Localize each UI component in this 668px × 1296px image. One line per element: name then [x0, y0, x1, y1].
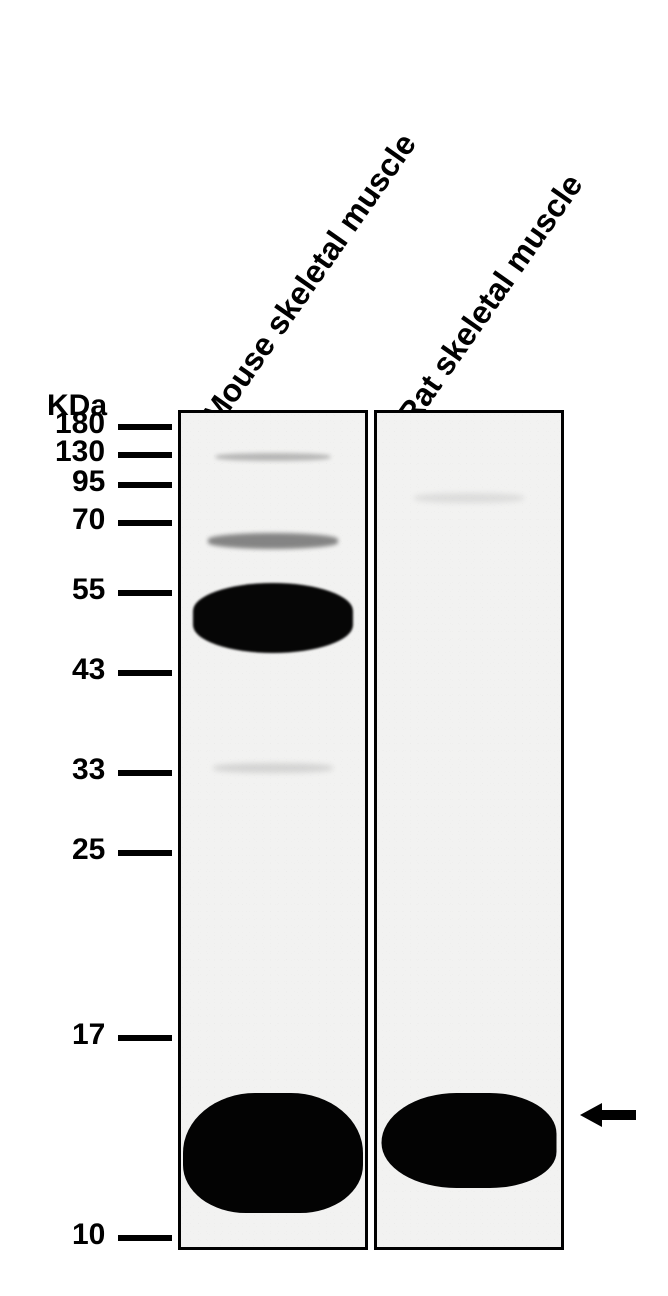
marker-label: 70: [72, 503, 105, 537]
marker-label: 55: [72, 573, 105, 607]
marker-tick: [118, 1235, 172, 1241]
marker-tick: [118, 520, 172, 526]
lane-mouse: [178, 410, 368, 1250]
lane-label-mouse: Mouse skeletal muscle: [195, 127, 424, 432]
band: [382, 1093, 557, 1188]
marker-label: 33: [72, 753, 105, 787]
marker-label: 130: [55, 435, 105, 469]
band: [208, 533, 338, 549]
marker-tick: [118, 850, 172, 856]
marker-tick: [118, 1035, 172, 1041]
marker-tick: [118, 670, 172, 676]
marker-tick: [118, 424, 172, 430]
marker-label: 43: [72, 653, 105, 687]
marker-tick: [118, 452, 172, 458]
marker-label: 95: [72, 465, 105, 499]
marker-label: 17: [72, 1018, 105, 1052]
marker-label: 10: [72, 1218, 105, 1252]
lane-label-rat: Rat skeletal muscle: [390, 167, 591, 432]
western-blot-figure: KDa 180 130 95 70 55 43 33 25 17 10 Mous: [0, 0, 668, 1296]
band: [414, 493, 524, 503]
band: [213, 763, 333, 773]
band: [193, 583, 353, 653]
arrow-icon: [580, 1100, 636, 1130]
lane-rat: [374, 410, 564, 1250]
marker-tick: [118, 482, 172, 488]
marker-tick: [118, 770, 172, 776]
band: [216, 453, 331, 461]
band: [183, 1093, 363, 1213]
marker-label: 25: [72, 833, 105, 867]
marker-tick: [118, 590, 172, 596]
